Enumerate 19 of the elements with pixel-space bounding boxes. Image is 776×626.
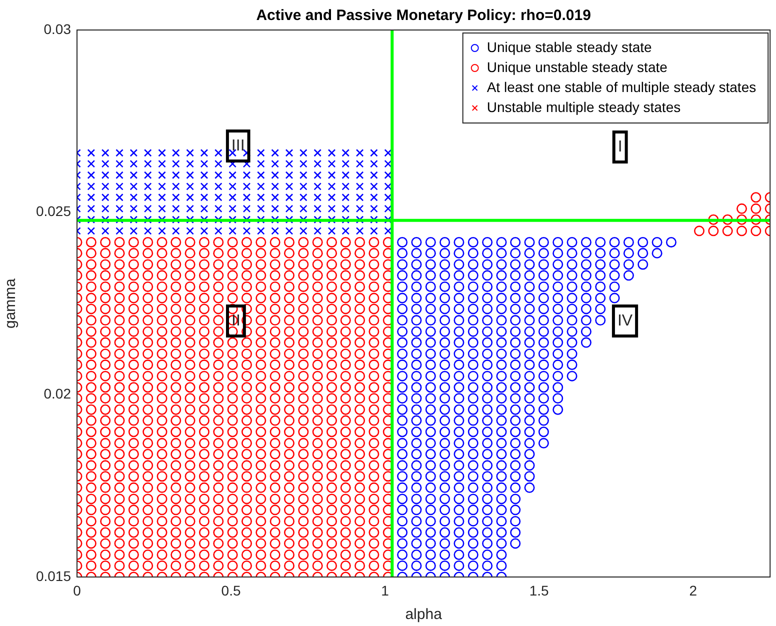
annotation: III bbox=[231, 137, 245, 154]
x-axis-title: alpha bbox=[405, 606, 443, 624]
chart-title: Active and Passive Monetary Policy: rho=0.019 bbox=[256, 7, 591, 24]
y-axis-title: gamma bbox=[2, 278, 20, 329]
x-tick-label: 0.5 bbox=[221, 582, 241, 598]
x-tick-label: 2 bbox=[689, 582, 698, 598]
legend-label: At least one stable of multiple steady states bbox=[486, 78, 756, 95]
annotation: IV bbox=[617, 312, 633, 330]
x-tick-label: 0 bbox=[73, 582, 82, 598]
y-tick-label: 0.03 bbox=[44, 20, 72, 37]
y-tick-label: 0.02 bbox=[44, 386, 72, 402]
y-tick-label: 0.015 bbox=[36, 568, 72, 584]
x-tick-label: 1 bbox=[381, 582, 390, 598]
annotation: I bbox=[618, 138, 622, 156]
legend-label: Unique unstable steady state bbox=[486, 58, 668, 75]
x-tick-label: 1.5 bbox=[529, 582, 550, 598]
legend-label: Unstable multiple steady states bbox=[486, 98, 681, 115]
y-tick-label: 0.025 bbox=[36, 203, 72, 220]
legend-label: Unique stable steady state bbox=[486, 38, 652, 55]
